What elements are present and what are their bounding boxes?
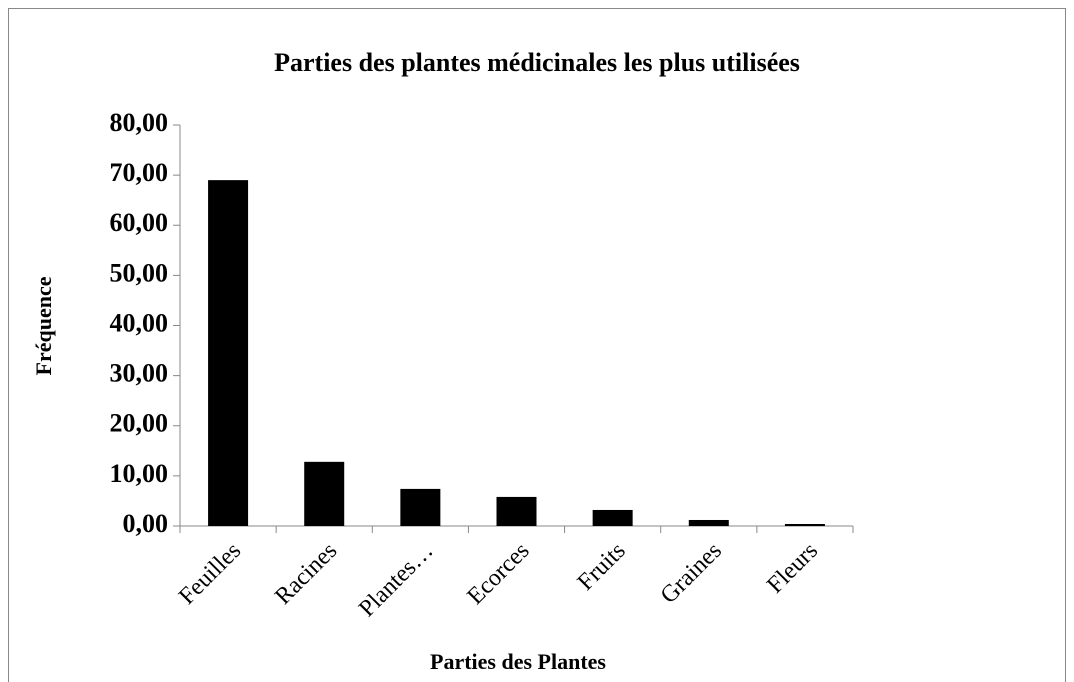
y-axis-title: Fréquence [31,276,56,375]
bar [304,461,345,526]
y-tick-label: 20,00 [110,409,169,438]
y-tick-label: 80,00 [110,108,169,137]
bar [784,523,825,526]
y-tick-label: 30,00 [110,359,169,388]
bar [400,488,441,526]
y-tick-label: 60,00 [110,208,169,237]
y-tick-label: 70,00 [110,158,169,187]
bar [592,509,633,526]
y-tick-label: 0,00 [123,509,169,538]
bar [208,180,249,526]
chart-border [8,8,1066,682]
y-tick-label: 10,00 [110,459,169,488]
chart-title: Parties des plantes médicinales les plus… [274,48,800,77]
y-tick-label: 40,00 [110,308,169,337]
bar [496,496,537,526]
y-tick-label: 50,00 [110,258,169,287]
x-axis-title: Parties des Plantes [430,649,606,674]
bar [688,519,729,526]
